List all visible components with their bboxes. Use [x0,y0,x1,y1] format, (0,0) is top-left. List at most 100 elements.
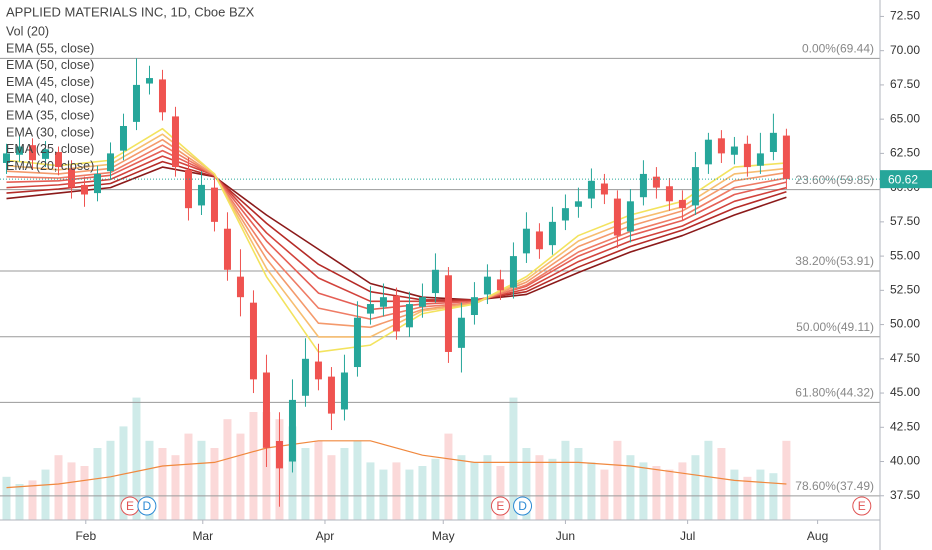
candle-body [392,295,400,332]
volume-bar [366,462,375,520]
volume-bar [418,466,427,520]
volume-bar [743,476,752,520]
event-label: D [518,499,527,513]
candle-body [496,279,504,291]
legend-entry: EMA (45, close) [6,75,94,89]
y-tick-label: 52.50 [890,283,920,297]
volume-bar [769,473,778,520]
candle-body [119,125,127,151]
candle-body [691,167,699,206]
candle-body [587,180,595,199]
candle-body [171,116,179,168]
candle-body [704,139,712,165]
y-tick-label: 45.00 [890,385,920,399]
candle-body [249,302,257,380]
volume-bar [483,455,492,520]
candle-body [769,132,777,153]
volume-bar [223,419,232,520]
y-tick-label: 65.00 [890,111,920,125]
volume-bar [210,448,219,520]
volume-bar [470,462,479,520]
candle-body [483,276,491,295]
fib-label: 38.20%(53.91) [795,254,874,268]
event-label: E [858,499,866,513]
legend-entry: EMA (30, close) [6,125,94,139]
volume-bar [717,448,726,520]
volume-bar [15,484,24,520]
legend-volume: Vol (20) [6,24,49,38]
volume-bar [171,455,180,520]
candle-body [756,153,764,166]
candle-body [600,183,608,195]
candle-body [93,173,101,194]
event-marker [490,496,510,516]
volume-bar [145,440,154,520]
candle-body [145,78,153,84]
y-tick-label: 57.50 [890,214,920,228]
candle-body [15,146,23,155]
volume-bar [587,462,596,520]
candle-body [327,376,335,414]
legend-entry: EMA (40, close) [6,92,94,106]
candle-body [444,275,452,352]
last-price-label: 60.62 [888,172,918,186]
x-tick-label: May [432,529,455,543]
volume-bar [600,469,609,520]
volume-bar [197,440,206,520]
volume-bar [80,466,89,520]
volume-bar [704,440,713,520]
volume-bar [691,455,700,520]
fib-label: 0.00%(69.44) [802,42,874,56]
candle-body [28,145,36,161]
candle-body [236,276,244,298]
candle-body [301,358,309,396]
y-tick-label: 55.00 [890,248,920,262]
candle-body [535,231,543,250]
volume-bar [301,448,310,520]
fib-label: 61.80%(44.32) [795,386,874,400]
volume-bar [574,448,583,520]
volume-bar [392,462,401,520]
x-tick-label: Aug [807,529,828,543]
volume-bar [67,462,76,520]
candle-body [340,372,348,410]
candle-body [782,135,790,180]
y-tick-label: 67.50 [890,77,920,91]
candle-body [80,184,88,195]
x-tick-label: Jun [556,529,575,543]
volume-bar [184,433,193,520]
candle-body [665,186,673,202]
candle-body [626,201,634,232]
volume-bar [782,440,791,520]
volume-bar [756,469,765,520]
candle-body [353,317,361,368]
volume-bar [548,458,557,520]
volume-bar [41,469,50,520]
volume-bar [106,440,115,520]
volume-bar [509,397,518,520]
candle-body [67,168,75,188]
overlay-layer: EMA (55, close) EMA (50, close) EMA (45, c… [0,41,880,516]
x-tick-label: Apr [316,529,335,543]
candle-body [509,256,517,288]
volume-bar [93,448,102,520]
candle-body [223,228,231,270]
candle-body [184,169,192,209]
x-tick-label: Mar [192,529,213,543]
candle-body [613,198,621,236]
volume-bar [405,469,414,520]
legend-entry: EMA (50, close) [6,58,94,72]
event-label: D [143,499,152,513]
y-tick-label: 50.00 [890,317,920,331]
candle-body [262,372,270,448]
volume-bar [119,426,128,520]
candle-body [158,79,166,113]
volume-ma-line [6,440,787,489]
volume-bar [678,462,687,520]
fib-label: 78.60%(37.49) [795,479,874,493]
y-tick-label: 42.50 [890,419,920,433]
candle-body [561,208,569,221]
volume-bar [353,440,362,520]
candle-body [41,149,49,159]
